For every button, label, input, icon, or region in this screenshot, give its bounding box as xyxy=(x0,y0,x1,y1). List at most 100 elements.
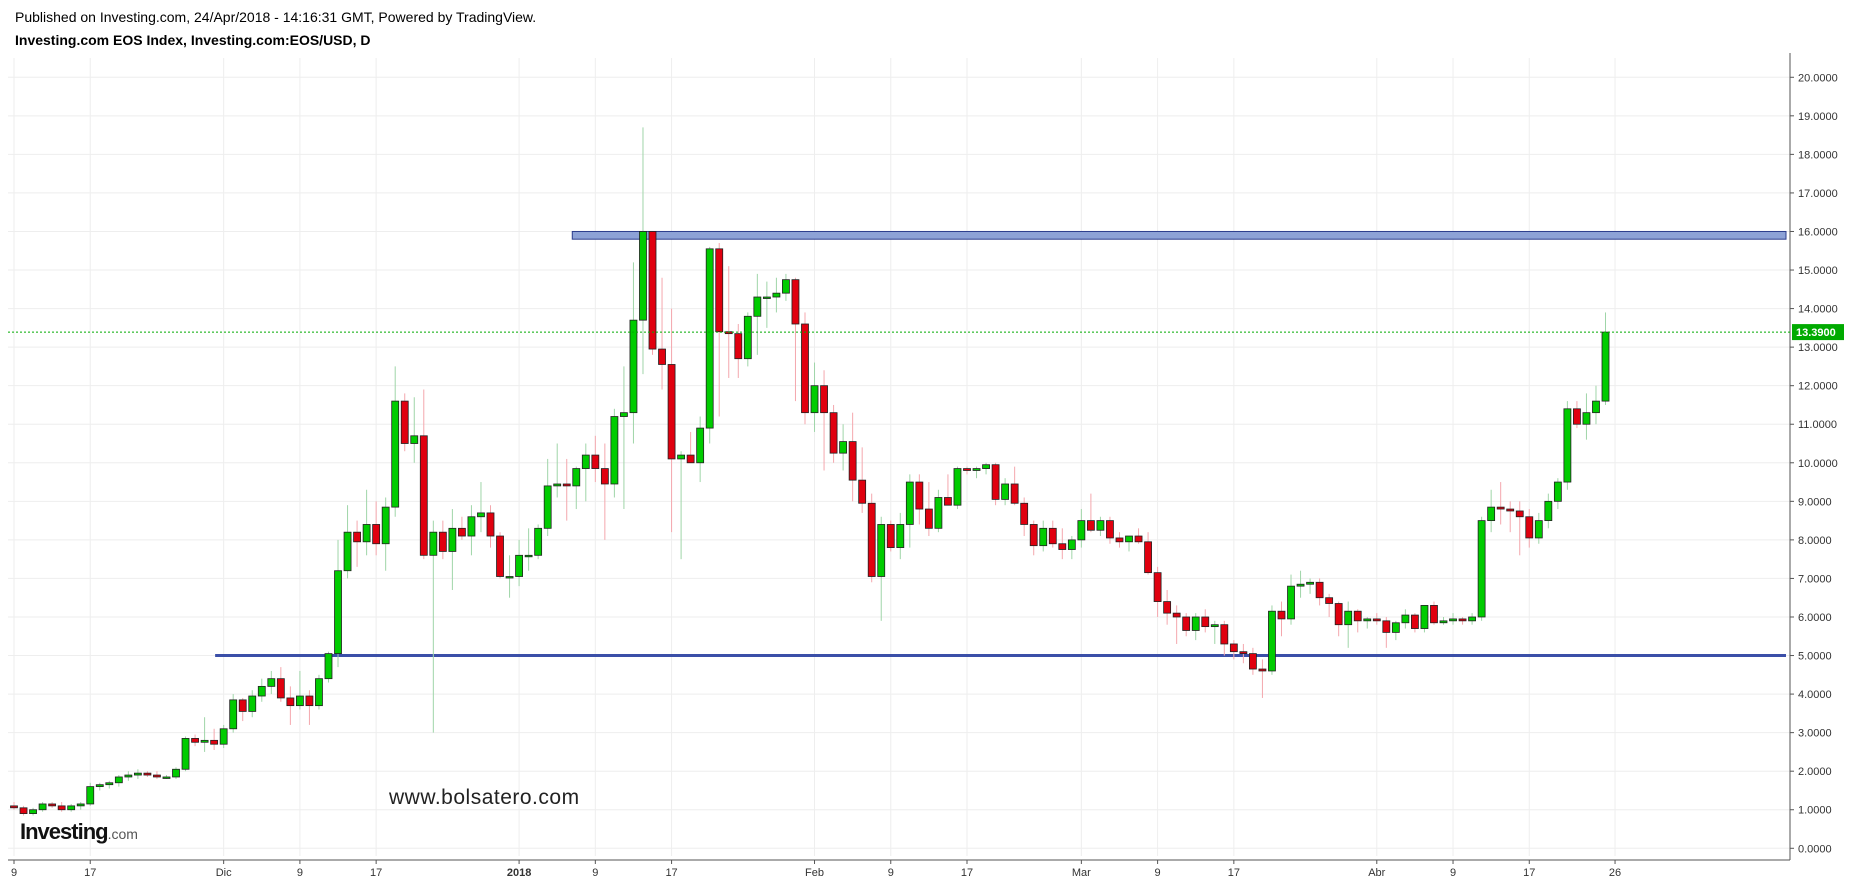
candle xyxy=(1468,613,1476,625)
candle xyxy=(886,520,895,552)
candle xyxy=(1601,312,1610,405)
candle xyxy=(820,370,828,471)
candle-body xyxy=(715,248,724,333)
candle-body xyxy=(1306,581,1314,585)
candle-body xyxy=(267,678,276,687)
candle-body xyxy=(438,531,447,552)
x-tick-label: 9 xyxy=(1450,867,1456,879)
candle xyxy=(133,769,142,779)
candle xyxy=(200,717,209,752)
candle xyxy=(10,802,18,810)
candle xyxy=(38,802,47,812)
candle xyxy=(1496,482,1505,525)
candle xyxy=(1573,401,1581,429)
y-tick-label: 7.0000 xyxy=(1798,573,1832,585)
candle xyxy=(791,277,800,402)
x-tick-label: 17 xyxy=(84,867,96,879)
candle xyxy=(1487,489,1496,533)
candle-body xyxy=(667,364,676,460)
candle xyxy=(610,408,619,498)
candle-body xyxy=(924,508,933,529)
y-tick-label: 17.0000 xyxy=(1798,188,1838,200)
candle-body xyxy=(1296,583,1305,587)
last-price-label: 13.3900 xyxy=(1796,327,1836,339)
candle xyxy=(1067,536,1076,560)
y-tick-label: 12.0000 xyxy=(1798,381,1838,393)
candle xyxy=(496,532,504,579)
candle xyxy=(1525,509,1534,548)
candle-body xyxy=(1544,500,1553,522)
candle-body xyxy=(896,524,905,548)
candle-body xyxy=(1372,618,1381,622)
chart-title: Investing.com EOS Index, Investing.com:E… xyxy=(15,32,371,48)
y-tick-label: 4.0000 xyxy=(1798,689,1832,701)
candle xyxy=(257,678,266,702)
grid xyxy=(8,58,1790,856)
x-tick-label: 9 xyxy=(297,867,303,879)
candle-body xyxy=(1401,614,1410,624)
candle xyxy=(458,516,466,540)
candle-body xyxy=(1420,605,1429,629)
candle-body xyxy=(334,570,342,655)
candle-body xyxy=(315,678,323,707)
candle-body xyxy=(1210,624,1219,628)
candle-body xyxy=(467,516,476,537)
candle-body xyxy=(515,554,523,577)
candle-body xyxy=(600,468,609,485)
candle xyxy=(1020,497,1029,537)
candle xyxy=(982,462,990,475)
candle-body xyxy=(801,323,809,414)
candle xyxy=(410,397,419,463)
candle xyxy=(286,686,295,725)
candle xyxy=(419,389,428,560)
candle xyxy=(429,520,438,733)
candle xyxy=(782,273,790,301)
candle-body xyxy=(1477,520,1486,618)
x-axis-labels: 9 17 Dic 9 17 2018 9 17 Feb 9 17 Mar 9 17 Abr 9 17 26 xyxy=(11,860,1621,879)
candle xyxy=(848,412,857,502)
candle-body xyxy=(848,441,857,481)
candle-body xyxy=(153,774,161,778)
candle-body xyxy=(505,576,514,579)
candle xyxy=(1258,659,1267,698)
candle xyxy=(172,767,180,779)
candle-body xyxy=(1220,624,1229,645)
x-tick-label: 9 xyxy=(888,867,894,879)
candle-body xyxy=(1496,506,1505,510)
candle-body xyxy=(963,468,971,471)
candle xyxy=(1172,605,1181,644)
candle-body xyxy=(562,483,571,487)
candle-body xyxy=(944,497,952,506)
candle xyxy=(1420,605,1429,633)
candle-body xyxy=(991,464,1000,500)
candle-body xyxy=(324,653,333,680)
candle-body xyxy=(381,506,390,545)
candle xyxy=(1153,566,1162,617)
candle xyxy=(381,497,390,571)
candle-body xyxy=(934,497,943,529)
candle-body xyxy=(820,385,828,414)
candle-body xyxy=(257,685,266,697)
candle-body xyxy=(1468,616,1476,622)
candle-body xyxy=(1334,603,1343,626)
y-tick-label: 9.0000 xyxy=(1798,496,1832,508)
candle-body xyxy=(1487,506,1496,522)
candle xyxy=(562,458,571,521)
candle-body xyxy=(791,279,800,325)
candle-body xyxy=(181,738,190,770)
candle-body xyxy=(1563,408,1572,483)
candle-body xyxy=(200,739,209,743)
candle-body xyxy=(972,468,981,471)
x-tick-label: 17 xyxy=(961,867,973,879)
candle xyxy=(1553,478,1562,510)
candle-body xyxy=(1430,605,1438,624)
candle xyxy=(210,728,219,750)
candle-body xyxy=(477,512,485,518)
candle-body xyxy=(772,292,781,298)
y-tick-label: 19.0000 xyxy=(1798,111,1838,123)
candle xyxy=(295,670,304,710)
candle xyxy=(1563,401,1572,490)
candle xyxy=(1191,613,1200,641)
x-tick-label: 17 xyxy=(370,867,382,879)
